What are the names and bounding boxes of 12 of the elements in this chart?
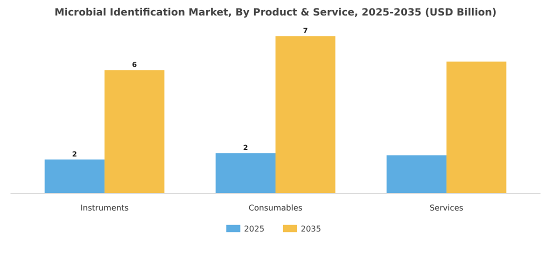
bar [446,62,506,194]
bar [386,155,446,194]
bar [276,36,336,194]
bar [216,153,276,194]
bar [44,159,105,194]
x-tick-label: Services [430,204,464,212]
legend-label: 2035 [300,224,322,234]
x-tick-label: Consumables [248,204,302,212]
legend-label: 2025 [244,224,264,234]
x-tick-label: Instruments [80,204,129,212]
chart-title: Microbial Identification Market, By Product & Service, 2025-2035 (USD Billion) [54,8,497,18]
bar [104,70,164,194]
